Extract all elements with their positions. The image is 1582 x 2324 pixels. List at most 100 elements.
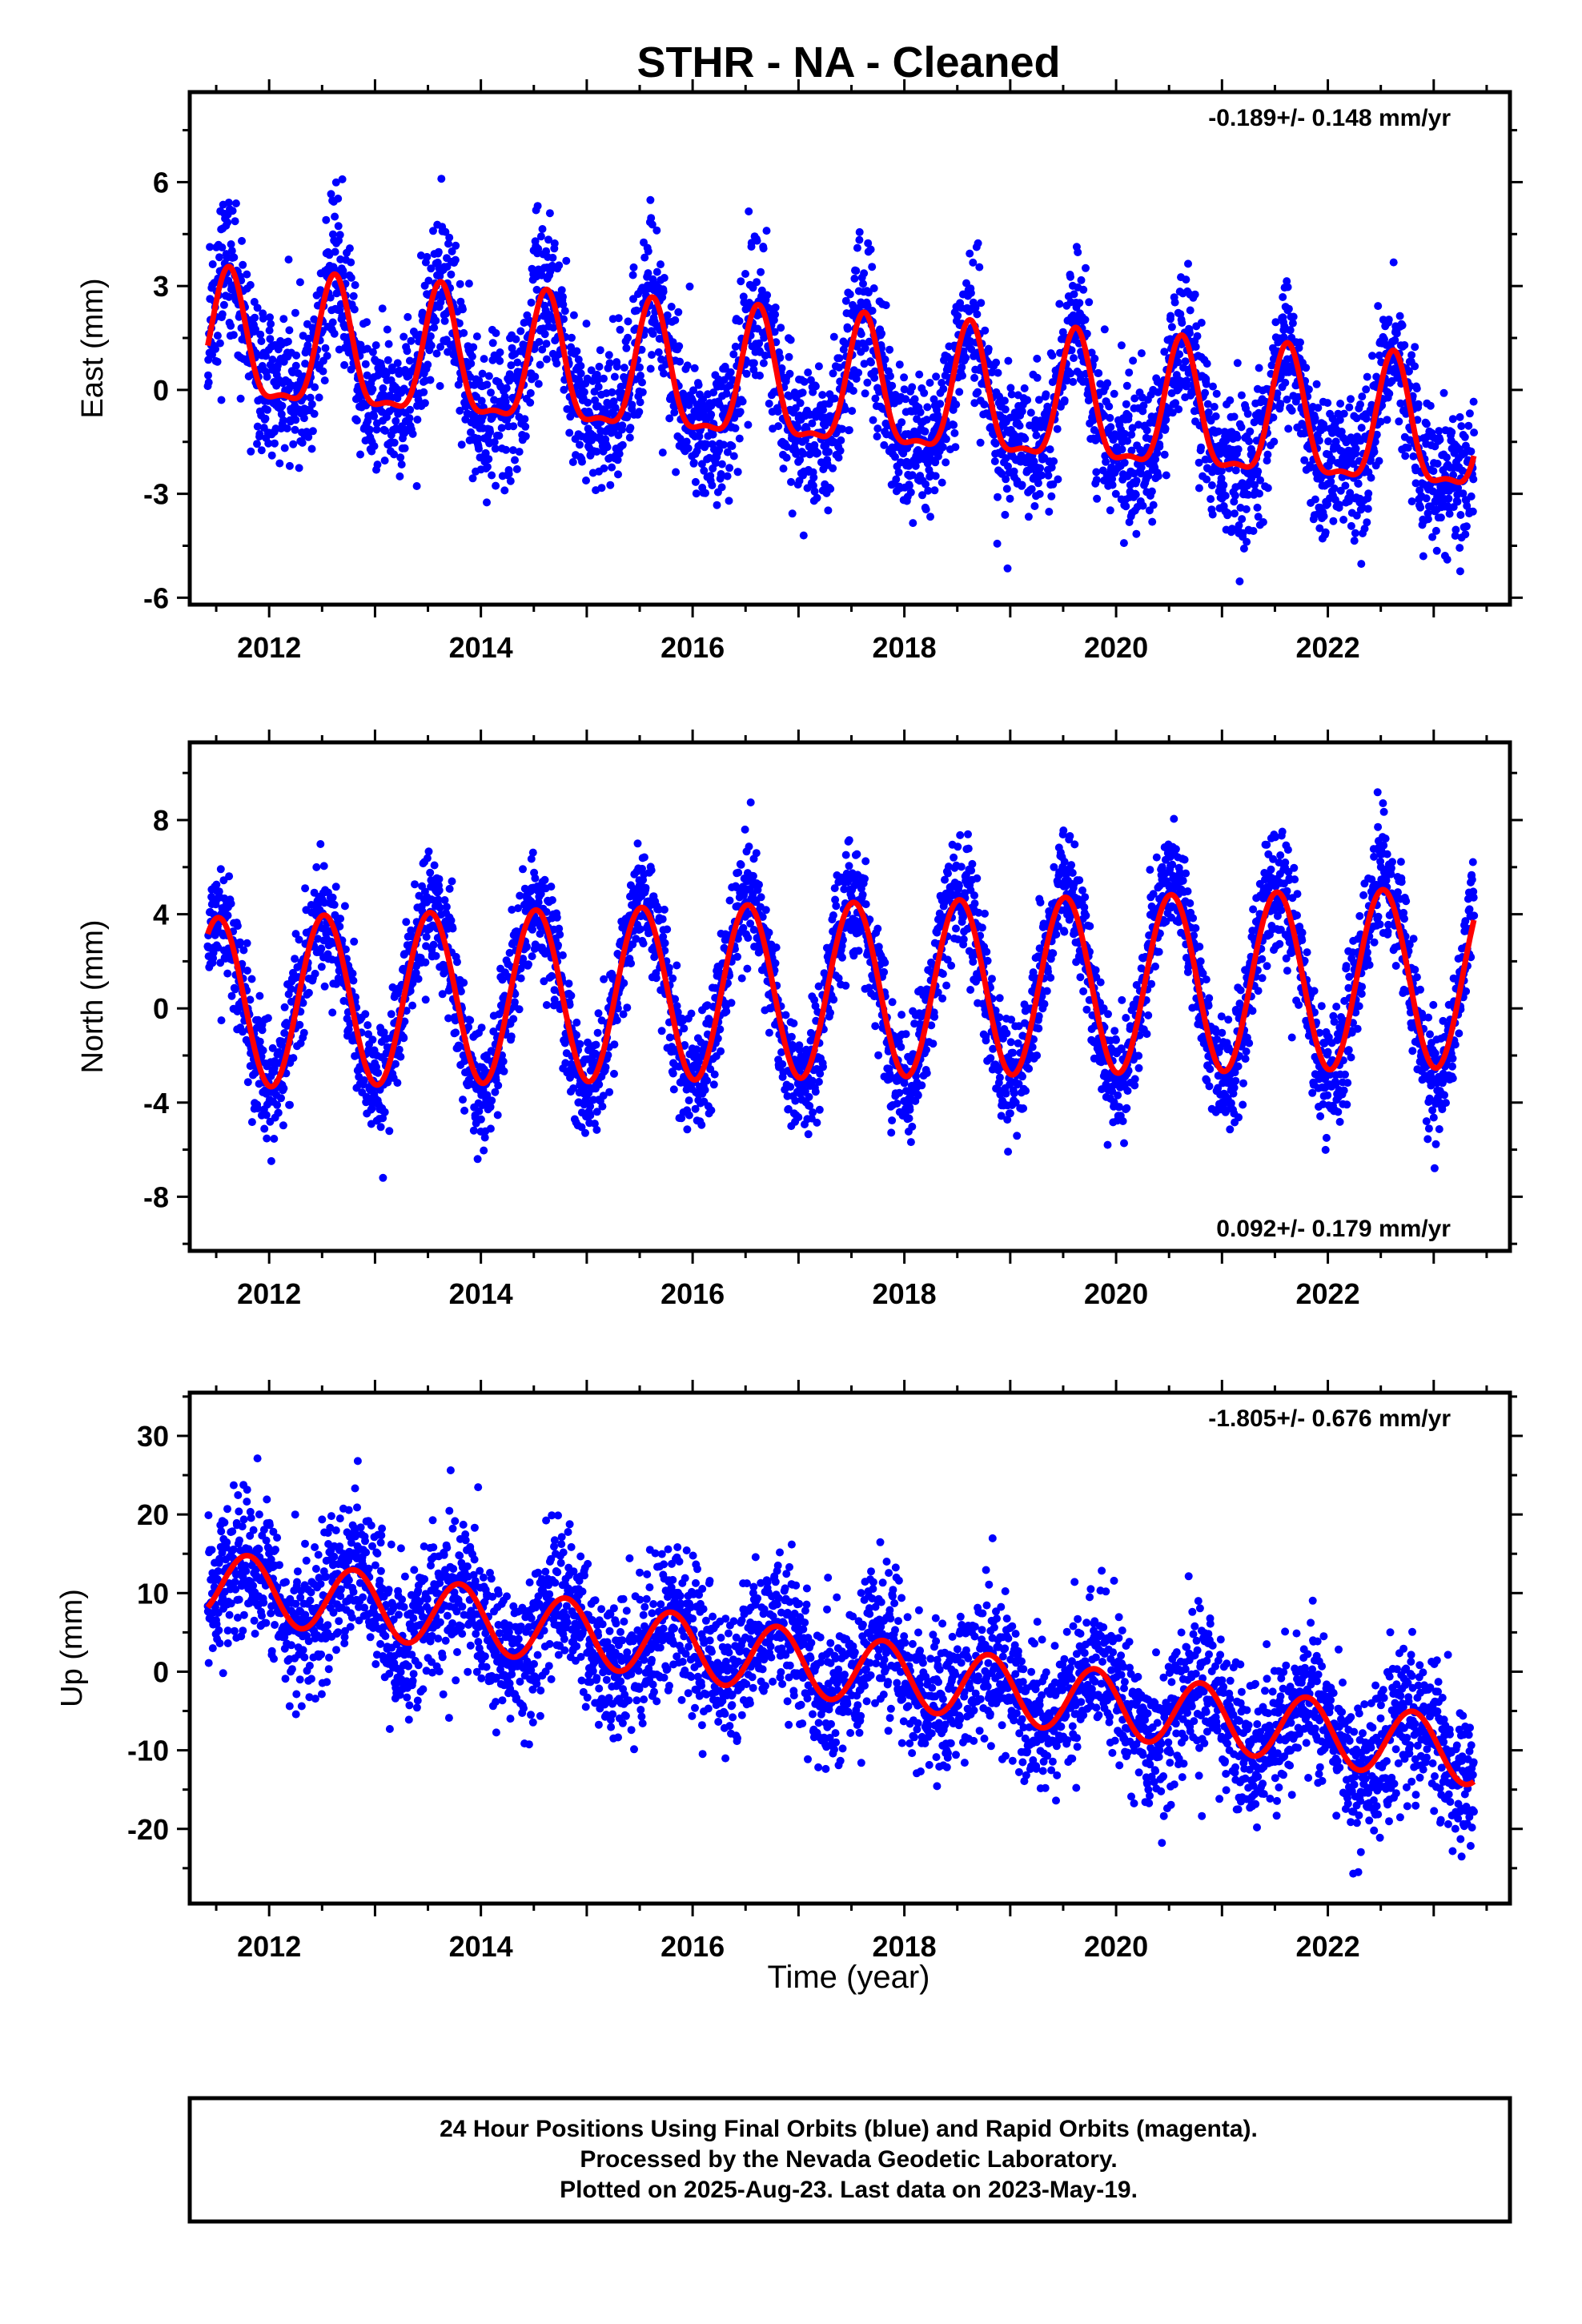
east-data-point	[1320, 424, 1329, 432]
east-data-point	[1341, 481, 1350, 490]
north-data-point	[312, 862, 321, 871]
east-data-point	[628, 271, 637, 279]
east-data-point	[405, 356, 414, 365]
east-data-point	[1448, 415, 1457, 424]
north-data-point	[263, 1134, 271, 1143]
east-data-point	[870, 367, 879, 376]
east-data-point	[283, 337, 292, 346]
east-data-point	[271, 439, 279, 448]
north-data-point	[548, 896, 556, 904]
east-data-point	[1231, 509, 1239, 518]
east-data-point	[863, 378, 872, 387]
east-data-point	[966, 249, 974, 258]
east-data-point	[1033, 373, 1042, 382]
east-data-point	[600, 464, 608, 472]
east-data-point	[230, 253, 239, 262]
east-data-point	[976, 438, 985, 447]
east-data-point	[950, 420, 958, 429]
east-y-tick-label: -3	[143, 478, 169, 511]
east-data-point	[426, 332, 435, 340]
east-data-point	[1435, 427, 1443, 436]
east-data-point	[372, 425, 381, 434]
east-data-point	[671, 316, 680, 324]
east-data-point	[1254, 467, 1263, 476]
east-data-point	[321, 344, 330, 352]
east-data-point	[1286, 326, 1295, 335]
north-data-point	[542, 907, 551, 916]
east-data-point	[1128, 424, 1137, 432]
east-data-point	[616, 325, 624, 334]
north-data-point	[493, 1111, 502, 1120]
east-data-point	[738, 397, 747, 406]
east-data-point	[707, 410, 716, 419]
east-data-point	[733, 468, 742, 476]
east-data-point	[938, 443, 947, 452]
east-data-point	[640, 253, 649, 262]
east-data-point	[397, 460, 406, 468]
east-data-point	[837, 436, 845, 444]
east-data-point	[1048, 352, 1057, 360]
east-data-point	[1144, 472, 1153, 480]
north-data-point	[426, 868, 435, 877]
east-data-point	[849, 387, 857, 395]
east-data-point	[1287, 406, 1296, 415]
east-data-point	[970, 373, 979, 382]
east-data-point	[1246, 427, 1255, 436]
east-data-point	[504, 469, 513, 478]
east-data-point	[289, 440, 298, 448]
east-data-point	[1066, 369, 1075, 378]
north-data-point	[402, 918, 411, 927]
east-data-point	[1026, 408, 1035, 417]
east-data-point	[277, 410, 286, 419]
east-data-point	[1392, 329, 1401, 338]
north-data-point	[488, 1096, 496, 1105]
north-data-point	[480, 1133, 489, 1142]
east-data-point	[1345, 403, 1354, 412]
east-data-point	[420, 388, 428, 396]
east-data-point	[550, 239, 559, 247]
east-data-point	[753, 236, 761, 245]
east-data-point	[460, 328, 468, 337]
east-data-point	[370, 412, 379, 420]
east-data-point	[1120, 458, 1129, 467]
east-data-point	[1093, 494, 1102, 503]
east-data-point	[412, 482, 421, 490]
east-data-point	[611, 404, 620, 412]
east-data-point	[444, 239, 452, 248]
east-data-point	[1311, 495, 1319, 504]
north-data-point	[572, 1018, 581, 1027]
east-data-point	[1339, 516, 1348, 524]
east-data-point	[918, 491, 926, 500]
east-data-point	[841, 296, 850, 305]
east-data-point	[648, 351, 656, 360]
east-data-point	[809, 473, 818, 482]
east-data-point	[1445, 509, 1454, 518]
east-data-point	[206, 243, 215, 251]
east-data-point	[404, 312, 412, 321]
east-data-point	[667, 303, 676, 311]
north-data-point	[231, 985, 239, 994]
north-data-point	[270, 1135, 279, 1143]
east-data-point	[854, 368, 863, 377]
north-data-point	[435, 886, 444, 895]
east-data-point	[430, 324, 439, 332]
north-data-point	[247, 1118, 256, 1127]
east-data-point	[1081, 316, 1090, 324]
east-data-point	[1419, 552, 1427, 561]
north-data-point	[432, 951, 440, 960]
east-data-point	[331, 178, 340, 187]
east-data-point	[1106, 413, 1114, 422]
east-data-point	[278, 401, 287, 410]
east-data-point	[1197, 443, 1206, 452]
east-data-point	[729, 350, 738, 359]
east-data-point	[1197, 319, 1206, 327]
east-data-point	[1070, 290, 1078, 299]
east-data-point	[334, 195, 343, 203]
east-data-point	[1006, 384, 1015, 392]
east-data-point	[594, 383, 603, 391]
north-data-point	[466, 1016, 475, 1024]
north-data-point	[262, 1111, 271, 1120]
east-data-point	[749, 283, 757, 292]
east-data-point	[1422, 494, 1431, 503]
east-data-point	[1407, 351, 1416, 360]
